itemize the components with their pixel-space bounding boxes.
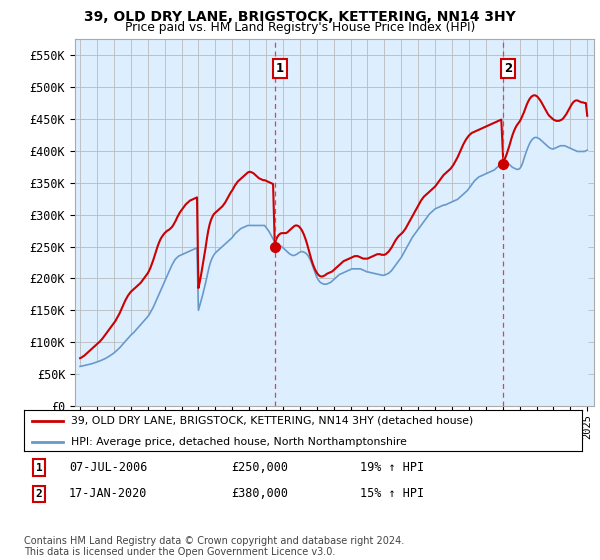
Text: Contains HM Land Registry data © Crown copyright and database right 2024.
This d: Contains HM Land Registry data © Crown c…	[24, 535, 404, 557]
Text: 39, OLD DRY LANE, BRIGSTOCK, KETTERING, NN14 3HY: 39, OLD DRY LANE, BRIGSTOCK, KETTERING, …	[84, 10, 516, 24]
Text: £380,000: £380,000	[231, 487, 288, 501]
Text: 19% ↑ HPI: 19% ↑ HPI	[360, 461, 424, 474]
Text: 1: 1	[35, 463, 43, 473]
Text: 2: 2	[505, 62, 512, 75]
Text: 1: 1	[276, 62, 284, 75]
Text: HPI: Average price, detached house, North Northamptonshire: HPI: Average price, detached house, Nort…	[71, 437, 407, 447]
Text: 2: 2	[35, 489, 43, 499]
Text: 17-JAN-2020: 17-JAN-2020	[69, 487, 148, 501]
Text: 07-JUL-2006: 07-JUL-2006	[69, 461, 148, 474]
Text: Price paid vs. HM Land Registry's House Price Index (HPI): Price paid vs. HM Land Registry's House …	[125, 21, 475, 34]
Text: 15% ↑ HPI: 15% ↑ HPI	[360, 487, 424, 501]
Text: 39, OLD DRY LANE, BRIGSTOCK, KETTERING, NN14 3HY (detached house): 39, OLD DRY LANE, BRIGSTOCK, KETTERING, …	[71, 416, 473, 426]
Text: £250,000: £250,000	[231, 461, 288, 474]
